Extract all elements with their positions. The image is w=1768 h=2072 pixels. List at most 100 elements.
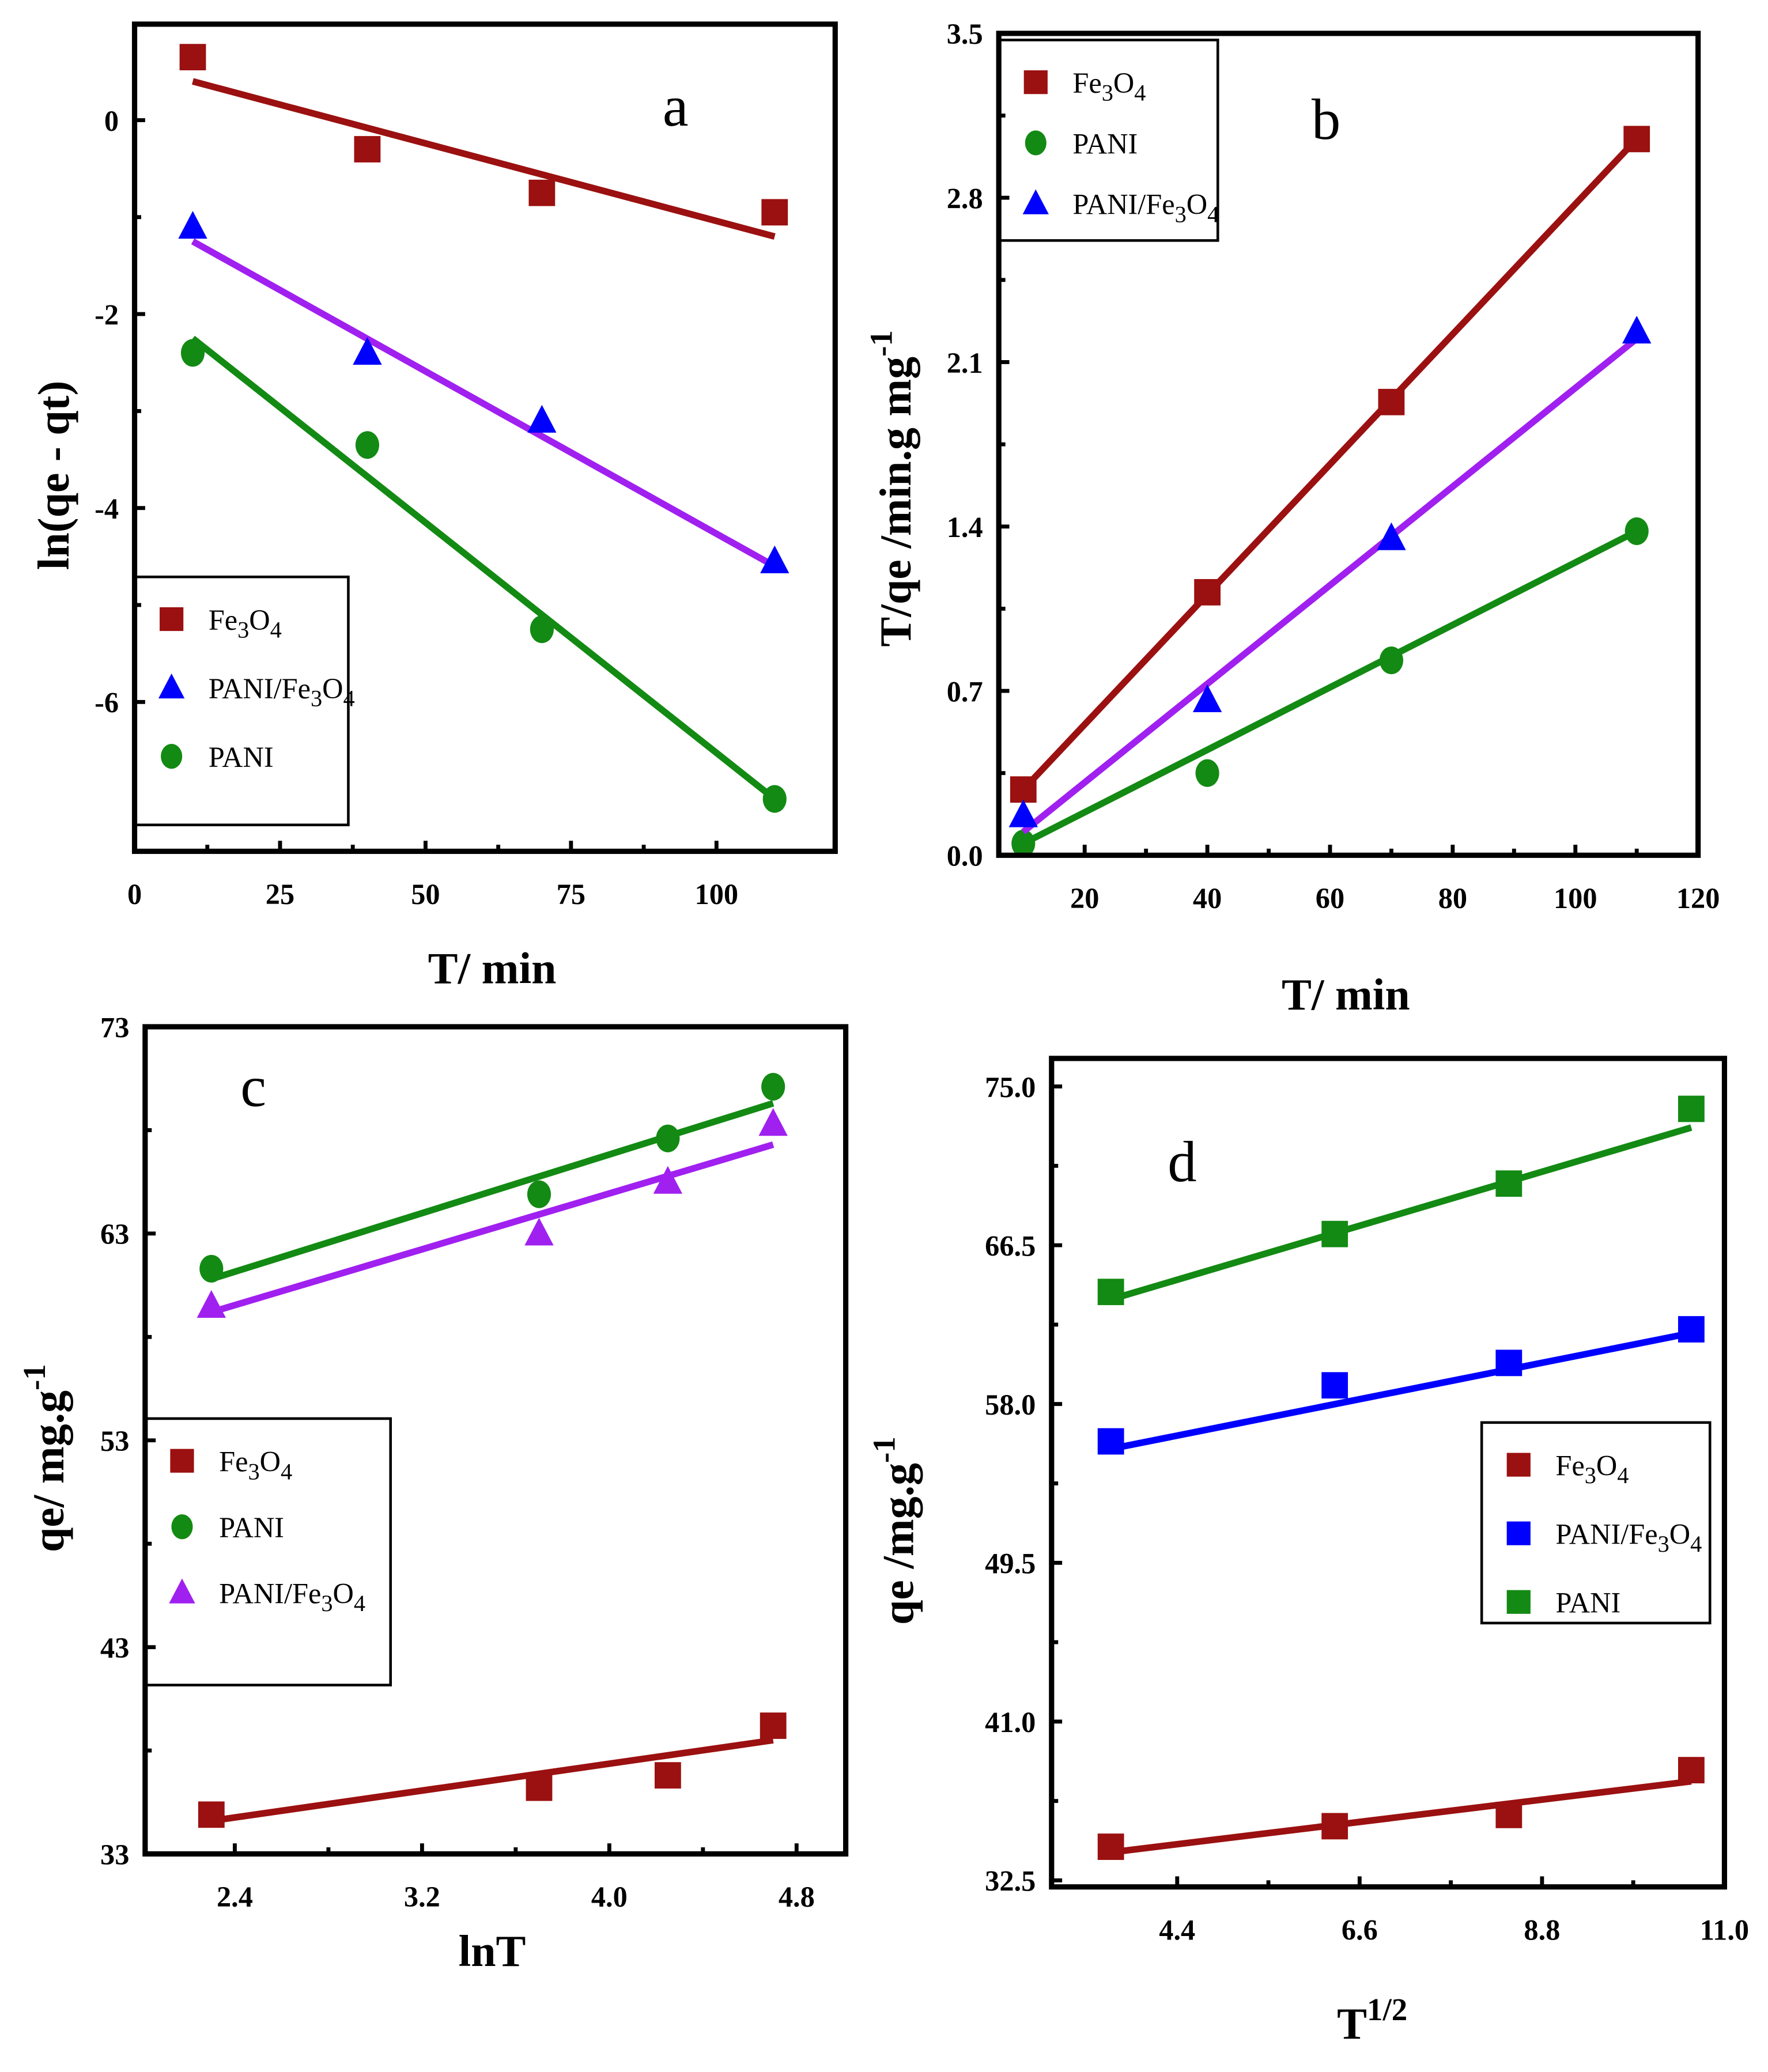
x-tick-label: 25	[266, 878, 294, 910]
legend-label: PANI	[1072, 127, 1138, 160]
fit-line	[210, 1737, 774, 1824]
data-point	[1678, 1316, 1705, 1343]
y-axis-label: qe /mg.g-1	[866, 1436, 923, 1625]
legend-label: PANI/Fe3O4	[1555, 1518, 1702, 1557]
panel-c: 2.4 3.2 4.0 4.8 33 43 53 63 73 Fe3O4 PANI PANI/Fe3O…	[17, 1011, 849, 1976]
data-point	[1194, 579, 1221, 606]
series-fe3o4	[1097, 1757, 1705, 1860]
series-pani-fe3o4	[178, 211, 789, 573]
y-tick-label: -6	[95, 687, 119, 719]
y-tick-label: 32.5	[985, 1865, 1036, 1897]
data-point	[526, 1774, 553, 1801]
data-point	[1010, 776, 1037, 803]
data-point	[1495, 1170, 1523, 1197]
data-point	[656, 1124, 680, 1152]
data-point	[530, 615, 554, 644]
y-axis-label: T/qe /min.g mg-1	[864, 330, 920, 647]
data-point	[760, 545, 789, 573]
x-tick-label: 0	[127, 878, 142, 910]
legend-marker	[1023, 70, 1048, 94]
series-pani-fe3o4	[1008, 316, 1652, 835]
fit-line	[1110, 1778, 1692, 1856]
fit-line	[210, 1100, 775, 1283]
panel-a: 0 25 50 75 100 0 -2 -4 -6 Fe3O4 PANI/Fe3O4 PANI a T/ …	[29, 21, 838, 993]
x-tick-label: 4.0	[591, 1881, 628, 1913]
panel-label: c	[240, 1054, 266, 1118]
y-tick-label: 2.1	[947, 347, 983, 379]
x-tick-label: 2.4	[217, 1881, 253, 1913]
fit-line	[192, 78, 776, 240]
fit-line	[1022, 528, 1638, 847]
series-pani	[1011, 517, 1649, 857]
x-axis-label: lnT	[459, 1926, 526, 1976]
fit-line	[191, 238, 777, 569]
data-point	[1678, 1095, 1705, 1122]
legend-label: PANI	[209, 741, 274, 773]
y-axis-label: qe/ mg.g-1	[17, 1364, 73, 1552]
x-tick-label: 100	[695, 878, 739, 910]
data-point	[1321, 1372, 1348, 1399]
x-tick-label: 4.4	[1159, 1914, 1195, 1946]
x-tick-label: 11.0	[1700, 1914, 1749, 1946]
data-point	[1625, 517, 1649, 545]
legend-label: PANI	[219, 1511, 284, 1544]
data-point	[1192, 684, 1222, 712]
data-point	[1378, 388, 1405, 415]
x-tick-label: 3.2	[404, 1881, 440, 1913]
panel-b: 20 40 60 80 100 120 0.0 0.7 1.4 2.1 2.8 3.5 Fe3O4 PAN…	[864, 18, 1720, 1019]
y-tick-label: 63	[100, 1218, 129, 1250]
series-fe3o4	[1010, 126, 1650, 803]
data-point	[1495, 1349, 1523, 1377]
data-point	[1678, 1757, 1705, 1784]
data-point	[524, 1218, 554, 1246]
data-point	[354, 136, 381, 162]
data-point	[1622, 316, 1652, 344]
y-tick-label: 66.5	[985, 1230, 1036, 1262]
x-axis-label: T1/2	[1337, 1992, 1407, 2048]
data-point	[178, 211, 207, 239]
legend-label: PANI/Fe3O4	[1072, 188, 1219, 228]
legend-label: Fe3O4	[1072, 67, 1146, 106]
x-axis-label: T/ min	[428, 943, 557, 993]
legend-box	[1480, 1421, 1712, 1625]
axis-label-superscript: -1	[866, 1436, 901, 1463]
y-tick-label: -4	[95, 493, 119, 525]
data-point	[653, 1166, 683, 1194]
legend-label: Fe3O4	[219, 1446, 292, 1485]
x-tick-label: 50	[411, 878, 440, 910]
x-tick-label: 40	[1193, 882, 1222, 914]
legend-marker	[158, 673, 185, 699]
data-point	[1097, 1428, 1124, 1455]
data-point	[761, 1073, 785, 1101]
legend-label: PANI/Fe3O4	[219, 1578, 365, 1617]
panel-d: 4.4 6.6 8.8 11.0 32.5 41.0 49.5 58.0 66.5 75.0 Fe3…	[866, 1056, 1749, 2048]
x-tick-label: 80	[1438, 882, 1467, 914]
y-tick-label: -2	[95, 298, 119, 331]
y-tick-label: 0	[104, 105, 119, 137]
x-axis-label: T/ min	[1282, 970, 1410, 1019]
data-point	[1008, 799, 1038, 827]
y-tick-label: 0.7	[947, 675, 983, 708]
series-pani	[1097, 1095, 1705, 1306]
legend-label: Fe3O4	[209, 604, 282, 643]
legend-label: PANI/Fe3O4	[209, 672, 355, 712]
y-tick-label: 1.4	[947, 511, 983, 543]
data-point	[1011, 829, 1036, 857]
legend-marker	[1506, 1521, 1531, 1545]
data-point	[761, 199, 788, 226]
series-pani	[199, 1073, 785, 1283]
y-tick-label: 41.0	[985, 1706, 1036, 1738]
legend-label: PANI	[1555, 1587, 1620, 1619]
data-point	[758, 1108, 788, 1136]
data-point	[1097, 1279, 1124, 1306]
fit-line	[1110, 1329, 1693, 1453]
data-point	[180, 339, 205, 367]
legend-marker	[160, 607, 184, 632]
fit-line	[190, 335, 777, 802]
data-point	[199, 1254, 224, 1283]
y-tick-label: 58.0	[985, 1389, 1036, 1421]
legend-marker	[1506, 1590, 1531, 1614]
legend-label: Fe3O4	[1555, 1449, 1629, 1488]
x-tick-label: 20	[1070, 882, 1099, 914]
